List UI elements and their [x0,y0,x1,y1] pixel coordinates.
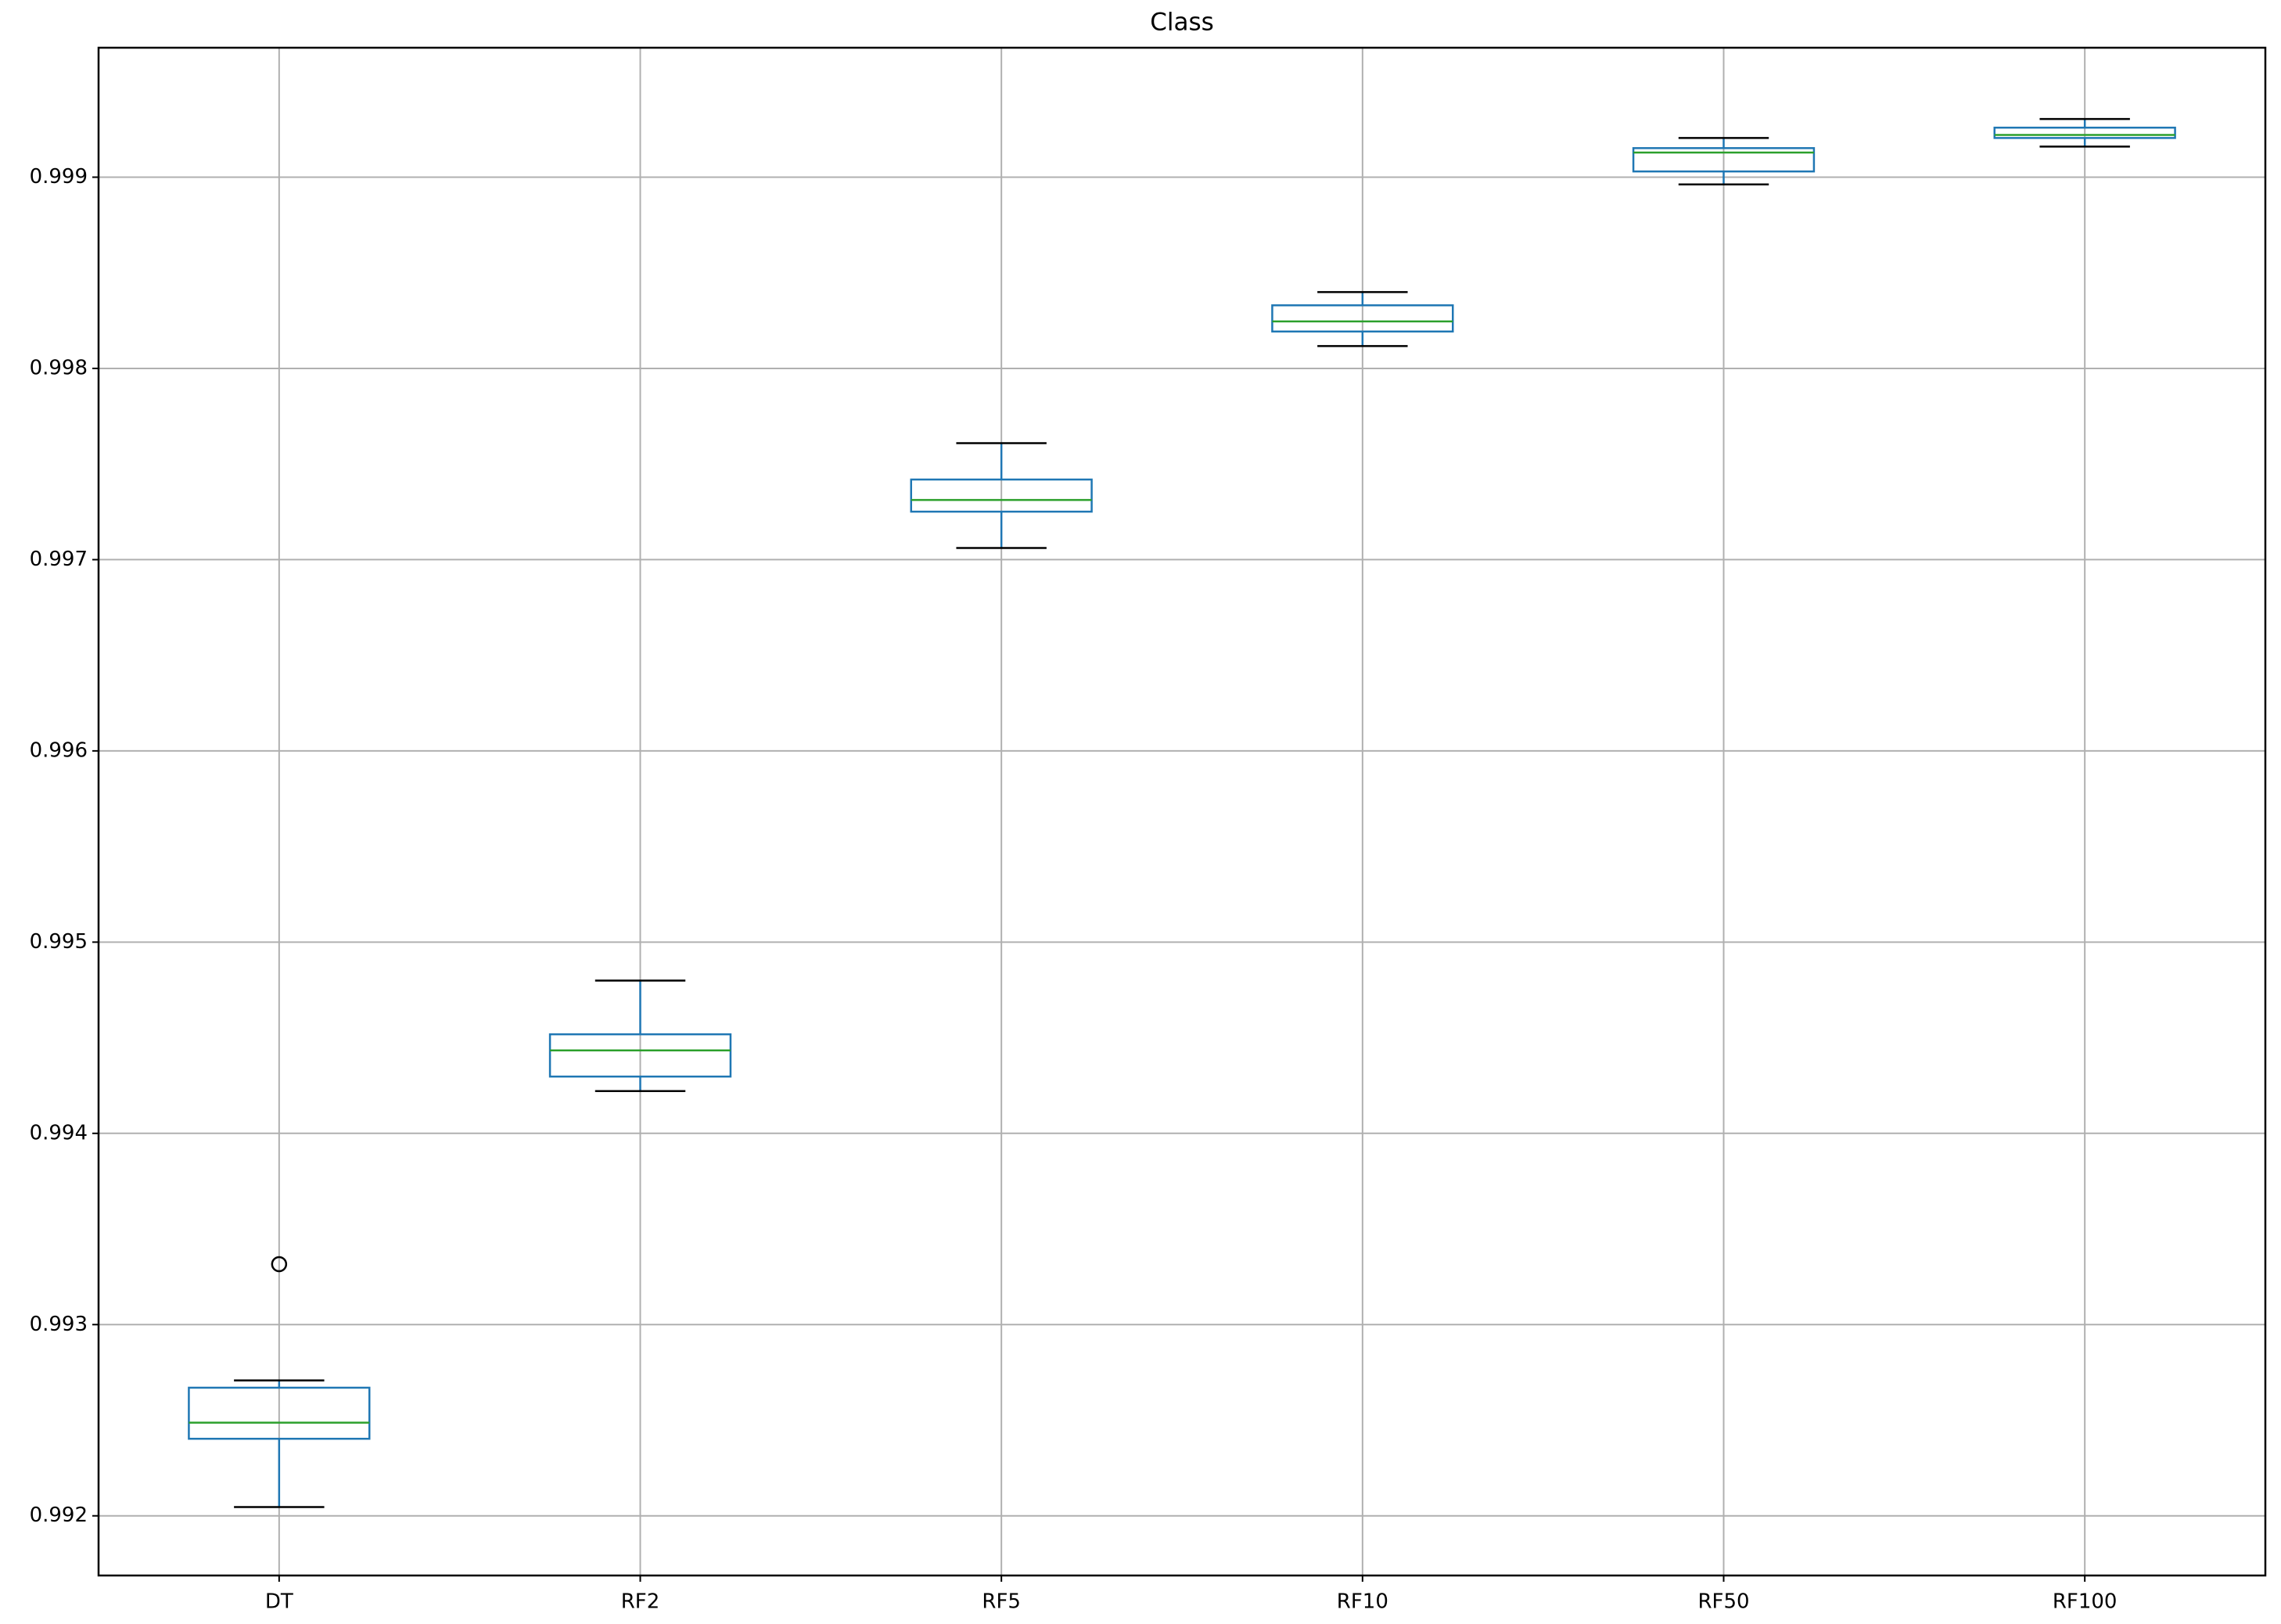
box [548,1033,732,1078]
y-tick-label: 0.993 [30,1313,88,1336]
x-tick-label: RF10 [1337,1590,1388,1614]
x-tick-label: RF5 [982,1590,1021,1614]
x-tick-label: RF2 [621,1590,660,1614]
box [188,1386,371,1440]
box [1993,126,2176,139]
x-tick-label: RF50 [1697,1590,1749,1614]
y-tick-label: 0.997 [30,548,88,571]
plot-frame [97,46,2267,1577]
y-tick-label: 0.994 [30,1121,88,1144]
y-tick-label: 0.999 [30,165,88,189]
chart-title: Class [1150,9,1214,37]
flier [271,1256,288,1273]
x-tick-label: RF100 [2053,1590,2118,1614]
box [1632,147,1816,173]
y-tick-label: 0.992 [30,1504,88,1527]
x-tick-label: DT [265,1590,293,1614]
y-tick-label: 0.998 [30,356,88,379]
box [1271,304,1454,333]
y-tick-label: 0.995 [30,930,88,954]
y-tick-label: 0.996 [30,738,88,762]
box [910,478,1093,513]
